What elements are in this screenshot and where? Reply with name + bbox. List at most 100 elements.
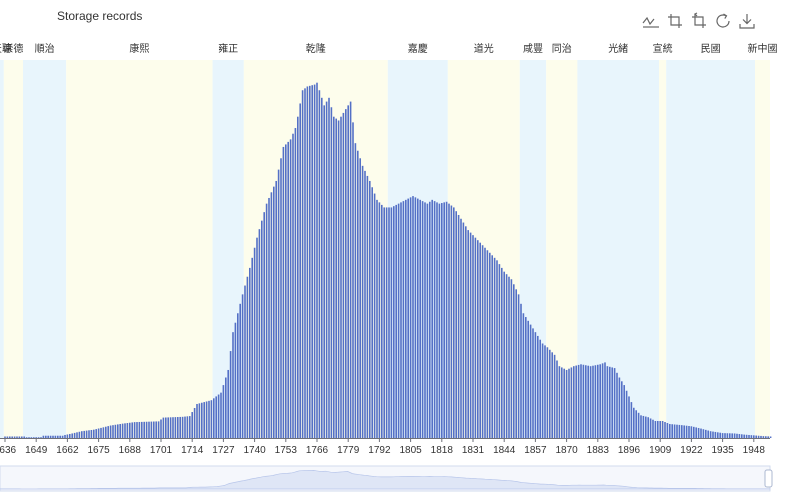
bar	[213, 398, 215, 438]
bar	[388, 207, 390, 438]
bar	[37, 437, 40, 438]
bar	[469, 232, 472, 438]
bar	[6, 436, 9, 438]
bar	[85, 430, 88, 438]
x-tick-label: 1870	[555, 445, 578, 456]
restore-icon[interactable]	[713, 11, 733, 31]
bar	[741, 434, 743, 438]
bar	[661, 420, 664, 438]
bar	[11, 436, 13, 438]
toolbox	[641, 11, 757, 31]
bar	[496, 260, 498, 438]
bar	[4, 436, 6, 438]
bar	[431, 199, 433, 438]
data-zoom-slider[interactable]	[0, 465, 773, 492]
bar	[304, 88, 306, 438]
bar	[757, 435, 760, 438]
zoom-icon[interactable]	[665, 11, 685, 31]
bar	[705, 429, 707, 438]
x-tick-label: 1766	[306, 445, 329, 456]
download-icon[interactable]	[737, 11, 757, 31]
bar	[335, 118, 337, 438]
bar	[445, 201, 448, 438]
bar	[321, 97, 323, 439]
bar	[750, 435, 753, 438]
era-band	[659, 60, 667, 438]
bar	[709, 431, 712, 438]
line-switch-icon[interactable]	[641, 11, 661, 31]
bar	[652, 419, 654, 438]
bar	[73, 432, 76, 438]
bar	[697, 427, 700, 438]
bar	[112, 425, 114, 438]
bar	[232, 332, 234, 438]
bar	[539, 339, 541, 438]
bar	[707, 430, 709, 438]
bar	[165, 417, 167, 438]
zoom-reset-icon[interactable]	[689, 11, 709, 31]
bar	[402, 201, 405, 438]
bar	[520, 303, 522, 438]
bar	[234, 322, 237, 438]
bar	[438, 203, 441, 438]
bar	[532, 328, 534, 438]
bar	[397, 203, 400, 438]
bar	[325, 101, 328, 438]
bar	[263, 212, 265, 438]
bar	[81, 431, 83, 438]
bar	[100, 427, 102, 438]
bar	[729, 433, 731, 438]
bar	[359, 158, 361, 438]
x-tick-label: 1636	[0, 445, 17, 456]
bar	[129, 422, 131, 438]
bar	[769, 436, 772, 438]
bar	[345, 109, 347, 438]
bar	[208, 400, 210, 438]
bar	[109, 425, 112, 438]
bar	[227, 369, 229, 438]
bar	[47, 435, 49, 438]
bar	[714, 431, 717, 438]
bar	[121, 423, 124, 438]
bar	[145, 421, 148, 438]
bar	[671, 424, 673, 438]
bar	[167, 417, 169, 438]
bar	[349, 101, 352, 438]
bar	[71, 433, 73, 438]
x-tick-label: 1883	[587, 445, 610, 456]
bar	[405, 199, 407, 438]
bar	[114, 424, 117, 438]
bar	[467, 230, 469, 438]
bar	[760, 435, 762, 438]
bar	[669, 424, 671, 438]
bar	[505, 274, 508, 438]
bar	[753, 435, 755, 438]
bar	[95, 429, 97, 438]
bar	[30, 437, 33, 438]
bar	[417, 198, 419, 438]
x-tick-label: 1688	[119, 445, 142, 456]
bar	[688, 426, 690, 438]
bar	[585, 365, 587, 439]
bar	[261, 220, 263, 438]
bar	[515, 289, 517, 438]
bar	[141, 421, 143, 438]
bar	[285, 144, 287, 439]
bar	[83, 430, 85, 438]
bar	[138, 421, 141, 438]
bar	[513, 284, 515, 438]
bar	[189, 416, 191, 438]
x-tick-label: 1649	[25, 445, 48, 456]
bar	[767, 436, 769, 438]
bar	[613, 368, 616, 438]
bar	[294, 128, 297, 439]
data-zoom-handle[interactable]	[764, 469, 773, 488]
bar	[162, 417, 165, 438]
bar	[681, 425, 683, 438]
bar	[719, 432, 721, 438]
bar	[551, 352, 553, 438]
bar	[366, 175, 369, 439]
era-band	[23, 60, 67, 438]
